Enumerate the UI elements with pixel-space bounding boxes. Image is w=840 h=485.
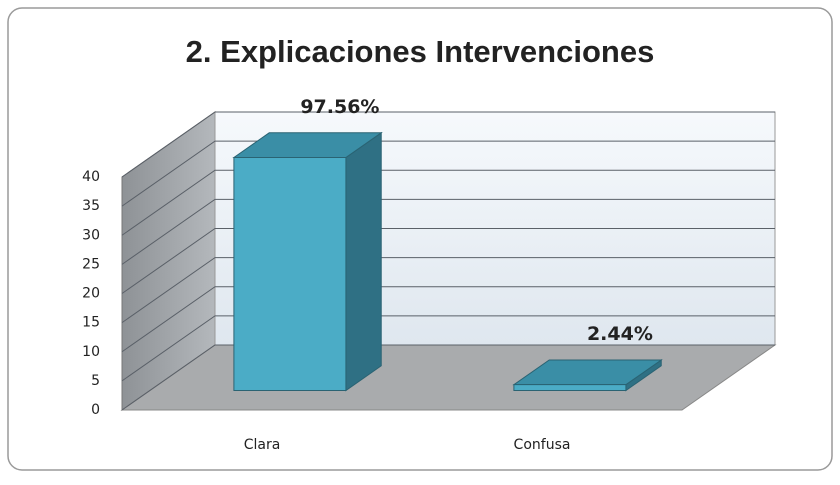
grid-line — [121, 169, 775, 236]
grid-line — [121, 257, 775, 324]
grid-line — [121, 286, 775, 353]
y-tick-label: 25 — [82, 256, 100, 272]
y-tick-label: 20 — [82, 286, 100, 302]
y-tick-label: 30 — [82, 227, 100, 243]
bar-front — [233, 157, 347, 391]
y-tick-label: 15 — [82, 315, 100, 331]
x-tick-label: Confusa — [514, 437, 571, 453]
value-label: 2.44% — [587, 323, 653, 345]
y-tick-label: 5 — [91, 373, 100, 389]
y-tick-label: 0 — [91, 402, 100, 418]
grid-line — [121, 198, 775, 265]
grid-line — [121, 344, 775, 411]
floor — [120, 344, 777, 411]
bar — [232, 131, 383, 392]
grid-line — [121, 140, 775, 207]
bar — [512, 359, 663, 392]
grid-line — [121, 315, 775, 382]
bar-front — [513, 384, 627, 391]
y-tick-label: 40 — [82, 169, 100, 185]
y-tick-label: 10 — [82, 344, 100, 360]
grid-line — [121, 111, 775, 178]
value-label: 97.56% — [300, 96, 379, 118]
y-tick-label: 35 — [82, 198, 100, 214]
grid-line — [121, 228, 775, 294]
bar-side — [345, 131, 382, 392]
x-tick-label: Clara — [244, 437, 281, 453]
chart-title: 2. Explicaciones Intervenciones — [186, 34, 655, 69]
